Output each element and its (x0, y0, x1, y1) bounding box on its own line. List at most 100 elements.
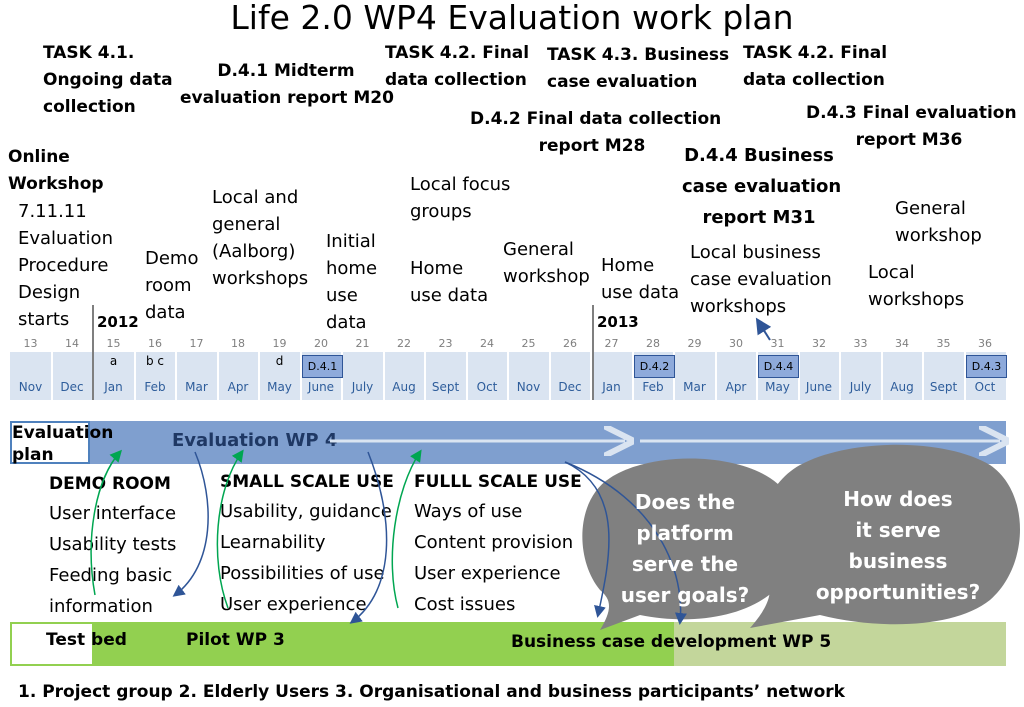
timeline-separator (133, 352, 136, 400)
timeline-separator (175, 352, 177, 400)
timeline-cell: 27 Jan (591, 337, 632, 400)
pilot-band (10, 622, 674, 666)
local-general-workshops-label: Local and general (Aalborg) workshops (212, 187, 309, 289)
demo-room-heading: DEMO ROOM (49, 474, 171, 494)
month-label: Aug (890, 380, 914, 394)
timeline-cell: 13 Nov (10, 337, 51, 400)
deliverable-d41-box: D.4.1 (302, 355, 343, 378)
timeline-cell: 31 May (757, 337, 798, 400)
timeline-cell: 15 a Jan (93, 337, 134, 400)
timeline-separator (922, 352, 924, 400)
local-focus-groups-label: Local focus groups (410, 174, 511, 222)
timeline-cell: 34 Aug (882, 337, 923, 400)
month-number: 32 (812, 337, 826, 350)
test-bed-label: Test bed (46, 630, 127, 650)
month-label: Apr (725, 380, 747, 394)
pilot-wp-label: Pilot WP 3 (186, 630, 285, 650)
footer-note: 1. Project group 2. Elderly Users 3. Org… (18, 682, 845, 702)
timeline-cell: 29 Mar (674, 337, 715, 400)
task-4-1-label: TASK 4.1. Ongoing data collection (43, 43, 173, 117)
month-number: 15 (106, 337, 121, 350)
initial-home-use-label: Initial home use data (326, 231, 378, 333)
business-bubble-text: How does it serve business opportunities? (815, 487, 981, 604)
green-arrow-3 (391, 449, 422, 609)
month-number: 33 (853, 337, 868, 350)
month-number: 25 (521, 337, 536, 350)
timeline-cell: 23 Sept (425, 337, 466, 400)
deliverable-d43-box: D.4.3 (966, 355, 1007, 378)
month-label: Jan (104, 380, 123, 394)
month-number: 18 (231, 337, 245, 350)
timeline-separator (424, 352, 426, 400)
timeline-cell: 26 Dec (550, 337, 591, 400)
month-label: Apr (227, 380, 249, 394)
task-4-3-label: TASK 4.3. Business case evaluation (547, 45, 730, 92)
timeline-separator (756, 352, 758, 400)
month-label: Jan (602, 380, 621, 394)
event-marker: d (275, 354, 284, 368)
timeline-separator (714, 352, 717, 400)
d44-pointer-arrow (755, 317, 772, 341)
d-4-2-label: D.4.2 Final data collection report M28 (470, 109, 722, 156)
evaluation-wp-label: Evaluation WP 4 (172, 430, 338, 451)
task-4-2-label-1: TASK 4.2. Final data collection (385, 43, 530, 90)
month-label: May (267, 380, 292, 394)
month-number: 24 (480, 337, 494, 350)
user-goals-bubble-text: Does the platform serve the user goals? (620, 490, 750, 607)
month-label: June (805, 380, 833, 394)
blue-arrow-3 (564, 461, 610, 618)
deliverable-d42-box: D.4.2 (634, 355, 675, 378)
timeline-separator (258, 352, 260, 400)
d-4-1-label: D.4.1 Midterm evaluation report M20 (180, 61, 394, 108)
timeline-cell: 19 d May (259, 337, 300, 400)
timeline-separator (50, 352, 53, 400)
business-bubble (750, 444, 1020, 628)
home-use-data-label-1: Home use data (410, 258, 489, 306)
business-wp-label: Business case development WP 5 (511, 632, 832, 652)
demo-room-data-label: Demo room data (145, 248, 199, 323)
business-band (674, 622, 1006, 666)
month-label: Nov (516, 380, 541, 394)
timeline-separator (839, 352, 841, 400)
evaluation-plan-box (10, 421, 90, 464)
month-number: 23 (438, 337, 453, 350)
month-number: 31 (770, 337, 785, 350)
month-label: July (351, 380, 374, 394)
timeline-cell: 28 Feb (633, 337, 674, 400)
month-number: 14 (65, 337, 79, 350)
timeline-cell: 21 July (342, 337, 383, 400)
event-marker: a (109, 354, 118, 368)
timeline-separator (880, 352, 883, 400)
month-number: 36 (978, 337, 992, 350)
local-business-workshops-label: Local business case evaluation workshops (690, 242, 832, 317)
timeline-separator (590, 352, 592, 400)
demo-room-column: DEMO ROOM User interface Usability tests… (49, 470, 176, 622)
green-arrow-1 (90, 449, 122, 596)
timeline-cell: 17 Mar (176, 337, 217, 400)
timeline-separator (548, 352, 551, 400)
timeline-separator (465, 352, 468, 400)
small-scale-heading: SMALL SCALE USE (220, 472, 394, 492)
timeline-cell: 30 Apr (716, 337, 757, 400)
blue-arrow-1 (172, 451, 209, 597)
general-workshop-label-2: General workshop (895, 198, 982, 246)
timeline-cell: 24 Oct (467, 337, 508, 400)
month-number: 21 (355, 337, 370, 350)
month-label: Aug (392, 380, 416, 394)
page-title: Life 2.0 WP4 Evaluation work plan (230, 0, 794, 37)
month-number: 19 (272, 337, 287, 350)
month-number: 26 (563, 337, 577, 350)
month-number: 17 (189, 337, 204, 350)
timeline-separator (507, 352, 509, 400)
month-number: 34 (895, 337, 909, 350)
deliverable-d44-box: D.4.4 (758, 355, 799, 378)
home-use-data-label-2: Home use data (601, 255, 680, 303)
green-arrow-2 (216, 449, 244, 609)
d-4-3-label: D.4.3 Final evaluation report M36 (806, 103, 1017, 150)
month-number: 22 (397, 337, 411, 350)
user-goals-bubble (582, 458, 799, 630)
year-divider-2013 (592, 305, 594, 400)
blue-arrow-2 (349, 451, 388, 624)
month-number: 28 (646, 337, 660, 350)
month-label: Mar (683, 380, 706, 394)
